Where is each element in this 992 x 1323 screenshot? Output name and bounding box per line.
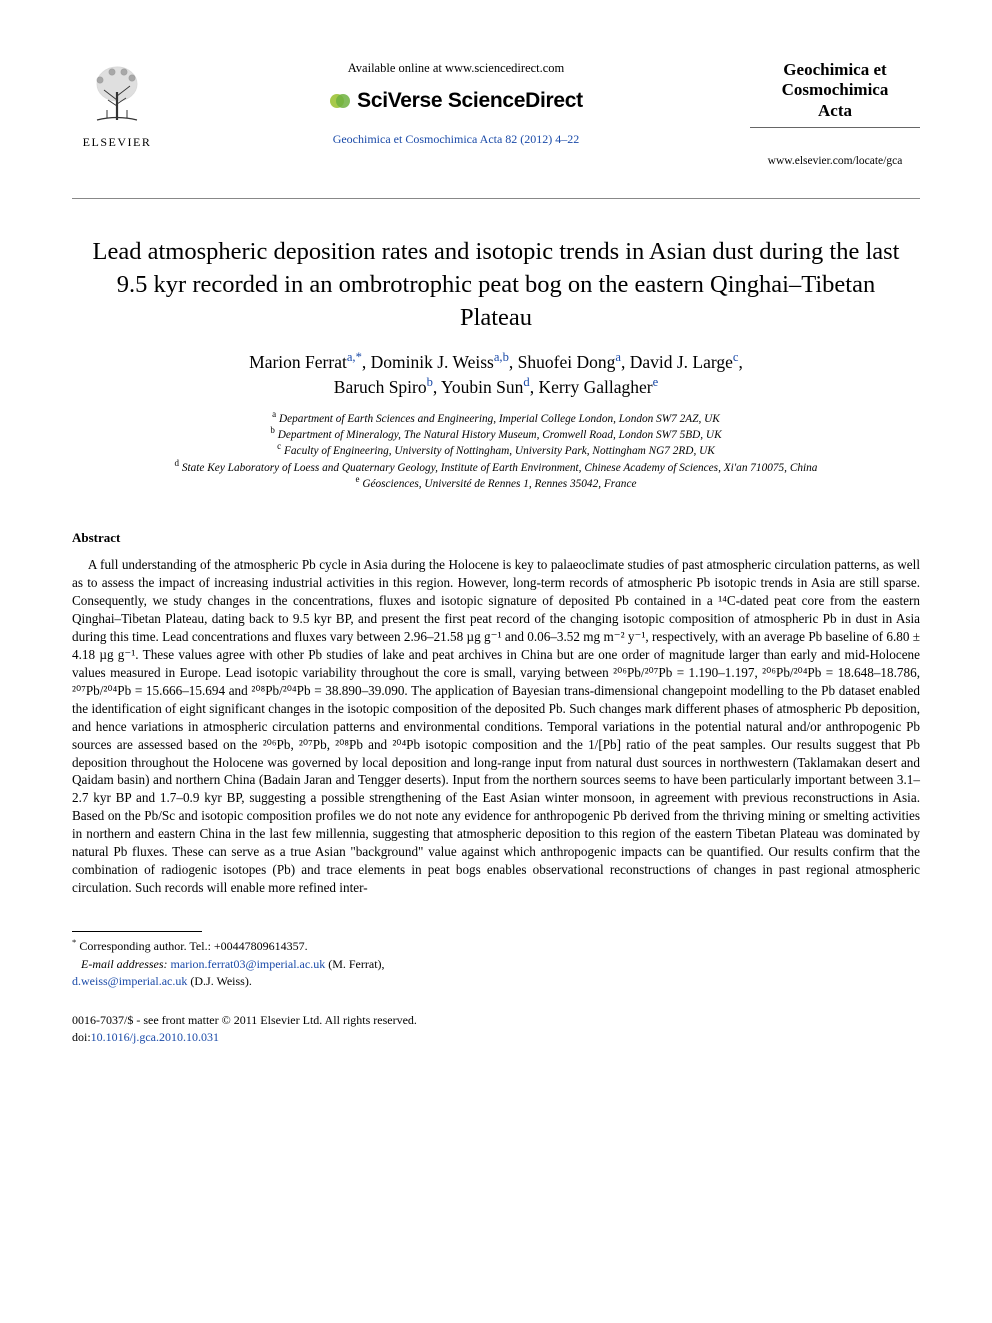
author-affil-link[interactable]: a — [615, 350, 621, 364]
author-name: Kerry Gallagher — [538, 377, 652, 397]
author: Shuofei Donga — [518, 352, 621, 372]
affiliation-text: Department of Earth Sciences and Enginee… — [279, 413, 720, 425]
affiliation: e Géosciences, Université de Rennes 1, R… — [72, 476, 920, 492]
journal-locate-url[interactable]: www.elsevier.com/locate/gca — [750, 154, 920, 170]
author: Youbin Sund — [441, 377, 530, 397]
affiliation-text: State Key Laboratory of Loess and Quater… — [182, 462, 818, 474]
elsevier-tree-icon — [82, 60, 152, 130]
email-owner: (D.J. Weiss). — [187, 974, 251, 988]
brand-part-a: SciVerse — [357, 89, 442, 112]
doi-link[interactable]: 10.1016/j.gca.2010.10.031 — [91, 1030, 219, 1044]
doi-label: doi: — [72, 1030, 91, 1044]
author-name: Shuofei Dong — [518, 352, 616, 372]
author-affil-link[interactable]: e — [653, 375, 659, 389]
author-affil-link[interactable]: b — [427, 375, 433, 389]
corresponding-text: Corresponding author. Tel.: +00447809614… — [79, 939, 307, 953]
author: Marion Ferrata,* — [249, 352, 362, 372]
publisher-logo: ELSEVIER — [72, 60, 162, 150]
affiliation-text: Faculty of Engineering, University of No… — [284, 445, 715, 457]
doi-line: doi:10.1016/j.gca.2010.10.031 — [72, 1029, 920, 1046]
affiliation-text: Department of Mineralogy, The Natural Hi… — [278, 429, 722, 441]
author: Baruch Spirob — [334, 377, 433, 397]
affiliation-text: Géosciences, Université de Rennes 1, Ren… — [362, 478, 636, 490]
brand-part-b: ScienceDirect — [442, 89, 583, 112]
platform-brand-text: SciVerse ScienceDirect — [357, 87, 583, 115]
available-online-text: Available online at www.sciencedirect.co… — [182, 60, 730, 77]
header-center: Available online at www.sciencedirect.co… — [182, 60, 730, 147]
journal-title-line: Cosmochimica — [750, 80, 920, 100]
email-addresses: E-mail addresses: marion.ferrat03@imperi… — [72, 956, 920, 991]
platform-brand: SciVerse ScienceDirect — [329, 87, 583, 115]
corresponding-author-note: * Corresponding author. Tel.: +004478096… — [72, 938, 920, 955]
issn-copyright-line: 0016-7037/$ - see front matter © 2011 El… — [72, 1012, 920, 1029]
journal-title-line: Acta — [750, 101, 920, 121]
email-label: E-mail addresses: — [81, 957, 168, 971]
author: Kerry Gallaghere — [538, 377, 658, 397]
author-list: Marion Ferrata,*, Dominik J. Weissa,b, S… — [112, 350, 880, 401]
author-affil-link[interactable]: a,b — [494, 350, 509, 364]
email-link[interactable]: d.weiss@imperial.ac.uk — [72, 974, 187, 988]
affiliation: b Department of Mineralogy, The Natural … — [72, 427, 920, 443]
author: David J. Largec — [630, 352, 739, 372]
abstract-heading: Abstract — [72, 529, 920, 547]
author-affil-link[interactable]: c — [733, 350, 739, 364]
author-name: Dominik J. Weiss — [371, 352, 494, 372]
affiliation: c Faculty of Engineering, University of … — [72, 443, 920, 459]
author-name: Marion Ferrat — [249, 352, 347, 372]
email-link[interactable]: marion.ferrat03@imperial.ac.uk — [171, 957, 326, 971]
email-owner: (M. Ferrat), — [325, 957, 384, 971]
journal-reference-link[interactable]: Geochimica et Cosmochimica Acta 82 (2012… — [182, 131, 730, 147]
author-name: Youbin Sun — [441, 377, 523, 397]
affiliation: d State Key Laboratory of Loess and Quat… — [72, 460, 920, 476]
author-name: David J. Large — [630, 352, 733, 372]
article-title: Lead atmospheric deposition rates and is… — [92, 235, 900, 334]
copyright-block: 0016-7037/$ - see front matter © 2011 El… — [72, 1012, 920, 1046]
abstract-body: A full understanding of the atmospheric … — [72, 556, 920, 897]
author-affil-link[interactable]: d — [523, 375, 529, 389]
author-name: Baruch Spiro — [334, 377, 427, 397]
article-header: ELSEVIER Available online at www.science… — [72, 60, 920, 170]
footnote-rule — [72, 931, 202, 932]
footnotes: * Corresponding author. Tel.: +004478096… — [72, 938, 920, 990]
affiliation: a Department of Earth Sciences and Engin… — [72, 411, 920, 427]
publisher-name: ELSEVIER — [72, 134, 162, 150]
journal-title: Geochimica et Cosmochimica Acta — [750, 60, 920, 121]
author-affil-link[interactable]: a,* — [347, 350, 362, 364]
sciverse-icon — [329, 90, 351, 112]
affiliations-block: a Department of Earth Sciences and Engin… — [72, 411, 920, 493]
journal-branding: Geochimica et Cosmochimica Acta www.else… — [750, 60, 920, 170]
header-rule — [72, 198, 920, 199]
author: Dominik J. Weissa,b — [371, 352, 509, 372]
journal-title-line: Geochimica et — [750, 60, 920, 80]
